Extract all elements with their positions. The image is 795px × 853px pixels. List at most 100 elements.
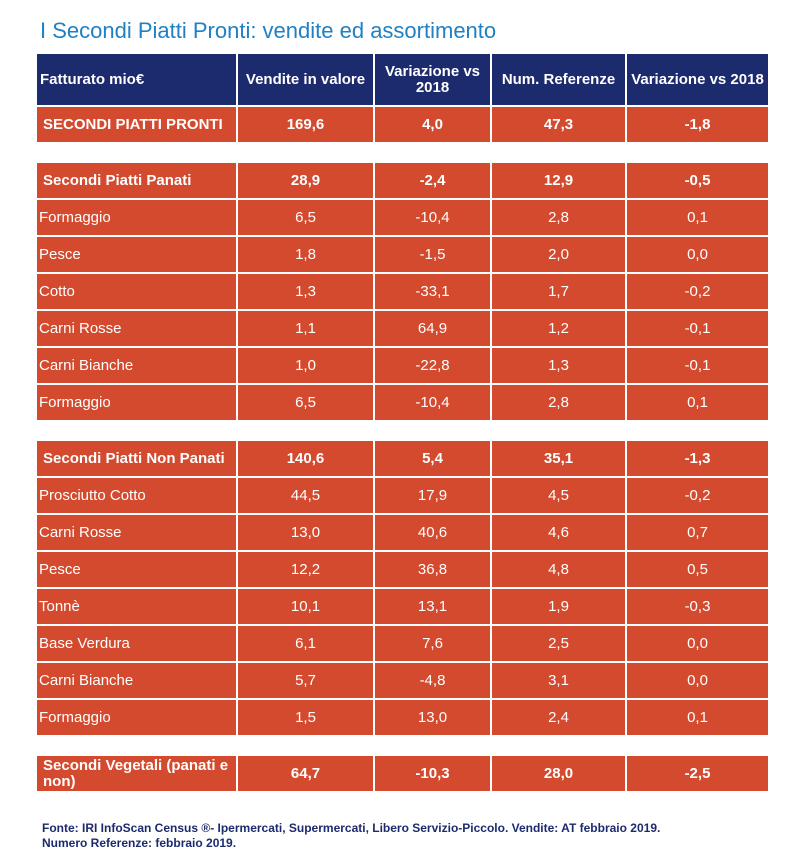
value-cell: Variazione vs 2018 [375,54,490,105]
value-cell: 4,0 [375,107,490,142]
value-cell: 12,9 [492,163,625,198]
table-row: Carni Bianche 5,7 -4,8 3,1 0,0 [37,663,768,698]
value-cell: -0,2 [627,478,768,513]
table-row: Carni Bianche 1,0 -22,8 1,3 -0,1 [37,348,768,383]
table-row: Carni Rosse 1,1 64,9 1,2 -0,1 [37,311,768,346]
value-cell: 0,0 [627,237,768,272]
value-cell: 1,2 [492,311,625,346]
table-row: Pesce 12,2 36,8 4,8 0,5 [37,552,768,587]
group-spacer [37,144,768,163]
value-cell: -10,3 [375,756,490,791]
value-cell: -4,8 [375,663,490,698]
value-cell: -0,2 [627,274,768,309]
row-label: Prosciutto Cotto [37,478,236,513]
table-row: Formaggio 1,5 13,0 2,4 0,1 [37,700,768,735]
value-cell: 7,6 [375,626,490,661]
value-cell: 0,0 [627,626,768,661]
value-cell: 5,7 [238,663,373,698]
value-cell: 169,6 [238,107,373,142]
value-cell: 0,1 [627,700,768,735]
value-cell: -2,5 [627,756,768,791]
value-cell: 0,7 [627,515,768,550]
value-cell: 2,8 [492,385,625,420]
value-cell: 40,6 [375,515,490,550]
table-row: Formaggio 6,5 -10,4 2,8 0,1 [37,200,768,235]
row-label: Secondi Piatti Panati [37,163,236,198]
value-cell: -0,5 [627,163,768,198]
value-cell: -0,1 [627,348,768,383]
value-cell: 4,5 [492,478,625,513]
value-cell: 10,1 [238,589,373,624]
row-label: Secondi Vegetali (panati e non) [37,756,236,791]
table-header-row: Fatturato mio€ Vendite in valore Variazion… [37,54,768,105]
row-label: Pesce [37,237,236,272]
table-row: Prosciutto Cotto 44,5 17,9 4,5 -0,2 [37,478,768,513]
row-label: Fatturato mio€ [37,54,236,105]
value-cell: 140,6 [238,441,373,476]
row-label: Tonnè [37,589,236,624]
value-cell: 1,7 [492,274,625,309]
row-label: Formaggio [37,200,236,235]
page-title: I Secondi Piatti Pronti: vendite ed asso… [40,18,497,43]
group-total-row: Secondi Vegetali (panati e non) 64,7 -10,3… [37,756,768,791]
value-cell: 1,5 [238,700,373,735]
value-cell: 2,0 [492,237,625,272]
value-cell: 17,9 [375,478,490,513]
value-cell: Variazione vs 2018 [627,54,768,105]
row-label: Formaggio [37,385,236,420]
value-cell: 44,5 [238,478,373,513]
table-row: Tonnè 10,1 13,1 1,9 -0,3 [37,589,768,624]
group-total-row: SECONDI PIATTI PRONTI 169,6 4,0 47,3 -1,8 [37,107,768,142]
value-cell: 0,1 [627,385,768,420]
value-cell: -1,3 [627,441,768,476]
row-label: Secondi Piatti Non Panati [37,441,236,476]
value-cell: -10,4 [375,200,490,235]
row-label: Formaggio [37,700,236,735]
value-cell: -2,4 [375,163,490,198]
value-cell: -1,8 [627,107,768,142]
value-cell: 4,8 [492,552,625,587]
value-cell: 12,2 [238,552,373,587]
value-cell: 64,7 [238,756,373,791]
value-cell: 2,5 [492,626,625,661]
value-cell: 1,9 [492,589,625,624]
row-label: Carni Bianche [37,663,236,698]
value-cell: 13,0 [238,515,373,550]
value-cell: 2,8 [492,200,625,235]
value-cell: 13,0 [375,700,490,735]
value-cell: 28,9 [238,163,373,198]
value-cell: 1,3 [238,274,373,309]
table-row: Base Verdura 6,1 7,6 2,5 0,0 [37,626,768,661]
value-cell: 47,3 [492,107,625,142]
value-cell: 35,1 [492,441,625,476]
table-row: Carni Rosse 13,0 40,6 4,6 0,7 [37,515,768,550]
source-note: Fonte: IRI InfoScan Census ®- Ipermercat… [42,821,660,851]
row-label: Cotto [37,274,236,309]
value-cell: 1,0 [238,348,373,383]
row-label: Carni Rosse [37,311,236,346]
row-label: SECONDI PIATTI PRONTI [37,107,236,142]
value-cell: 6,5 [238,385,373,420]
source-line-1: Fonte: IRI InfoScan Census ®- Ipermercat… [42,821,661,835]
value-cell: 3,1 [492,663,625,698]
value-cell: -1,5 [375,237,490,272]
value-cell: -0,1 [627,311,768,346]
group-spacer [37,737,768,756]
value-cell: 4,6 [492,515,625,550]
row-label: Carni Bianche [37,348,236,383]
group-total-row: Secondi Piatti Panati 28,9 -2,4 12,9 -0,5 [37,163,768,198]
value-cell: -33,1 [375,274,490,309]
value-cell: -0,3 [627,589,768,624]
value-cell: Num. Referenze [492,54,625,105]
value-cell: -10,4 [375,385,490,420]
row-label: Base Verdura [37,626,236,661]
value-cell: 6,1 [238,626,373,661]
value-cell: 2,4 [492,700,625,735]
table-row: Formaggio 6,5 -10,4 2,8 0,1 [37,385,768,420]
value-cell: 0,1 [627,200,768,235]
group-total-row: Secondi Piatti Non Panati 140,6 5,4 35,1 -1,… [37,441,768,476]
value-cell: 13,1 [375,589,490,624]
row-label: Carni Rosse [37,515,236,550]
row-label: Pesce [37,552,236,587]
table-row: Pesce 1,8 -1,5 2,0 0,0 [37,237,768,272]
